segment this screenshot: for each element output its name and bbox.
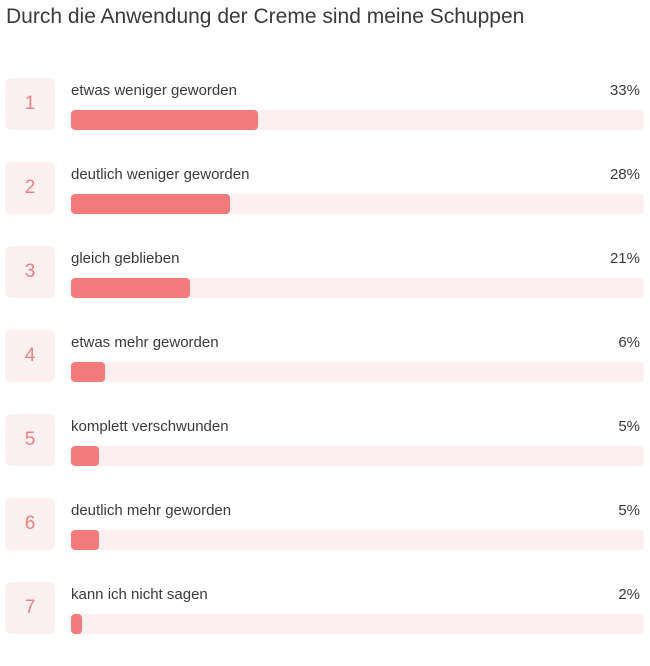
rank-badge: 7 (5, 582, 55, 634)
bar-value-label: 5% (618, 418, 640, 435)
rank-badge: 6 (5, 498, 55, 550)
bar-value-label: 28% (609, 166, 640, 183)
bar-row: 1 etwas weniger geworden 33% (0, 78, 650, 162)
bar-label: etwas weniger geworden (71, 82, 237, 99)
bar-track (71, 530, 644, 550)
bar-label: deutlich mehr geworden (71, 502, 232, 519)
bar-track (71, 278, 644, 298)
bar-track (71, 362, 644, 382)
bar-label: etwas mehr geworden (71, 334, 219, 351)
bar-track (71, 446, 644, 466)
rank-badge: 1 (5, 78, 55, 130)
bar-track (71, 614, 644, 634)
bar-label: deutlich weniger geworden (71, 166, 250, 183)
bar-value-label: 21% (609, 250, 640, 267)
bar-track (71, 194, 644, 214)
bar-label: kann ich nicht sagen (71, 586, 208, 603)
bar-row: 2 deutlich weniger geworden 28% (0, 162, 650, 246)
bar-fill (71, 194, 230, 214)
rank-badge: 3 (5, 246, 55, 298)
bar-fill (71, 278, 191, 298)
bar-fill (71, 110, 259, 130)
bar-row: 7 kann ich nicht sagen 2% (0, 582, 650, 666)
rank-badge: 4 (5, 330, 55, 382)
bar-value-label: 33% (609, 82, 640, 99)
bar-fill (71, 446, 100, 466)
bar-value-label: 6% (618, 334, 640, 351)
bar-list: 1 etwas weniger geworden 33% 2 deutlich weni… (0, 78, 650, 666)
bar-row: 3 gleich geblieben 21% (0, 246, 650, 330)
rank-badge: 2 (5, 162, 55, 214)
bar-value-label: 2% (618, 586, 640, 603)
bar-value-label: 5% (618, 502, 640, 519)
bar-fill (71, 614, 83, 634)
rank-badge: 5 (5, 414, 55, 466)
bar-row: 4 etwas mehr geworden 6% (0, 330, 650, 414)
bar-label: gleich geblieben (71, 250, 180, 267)
bar-row: 5 komplett verschwunden 5% (0, 414, 650, 498)
bar-row: 6 deutlich mehr geworden 5% (0, 498, 650, 582)
bar-fill (71, 530, 100, 550)
bar-fill (71, 362, 106, 382)
chart-title: Durch die Anwendung der Creme sind meine… (6, 5, 525, 28)
bar-label: komplett verschwunden (71, 418, 229, 435)
bar-track (71, 110, 644, 130)
